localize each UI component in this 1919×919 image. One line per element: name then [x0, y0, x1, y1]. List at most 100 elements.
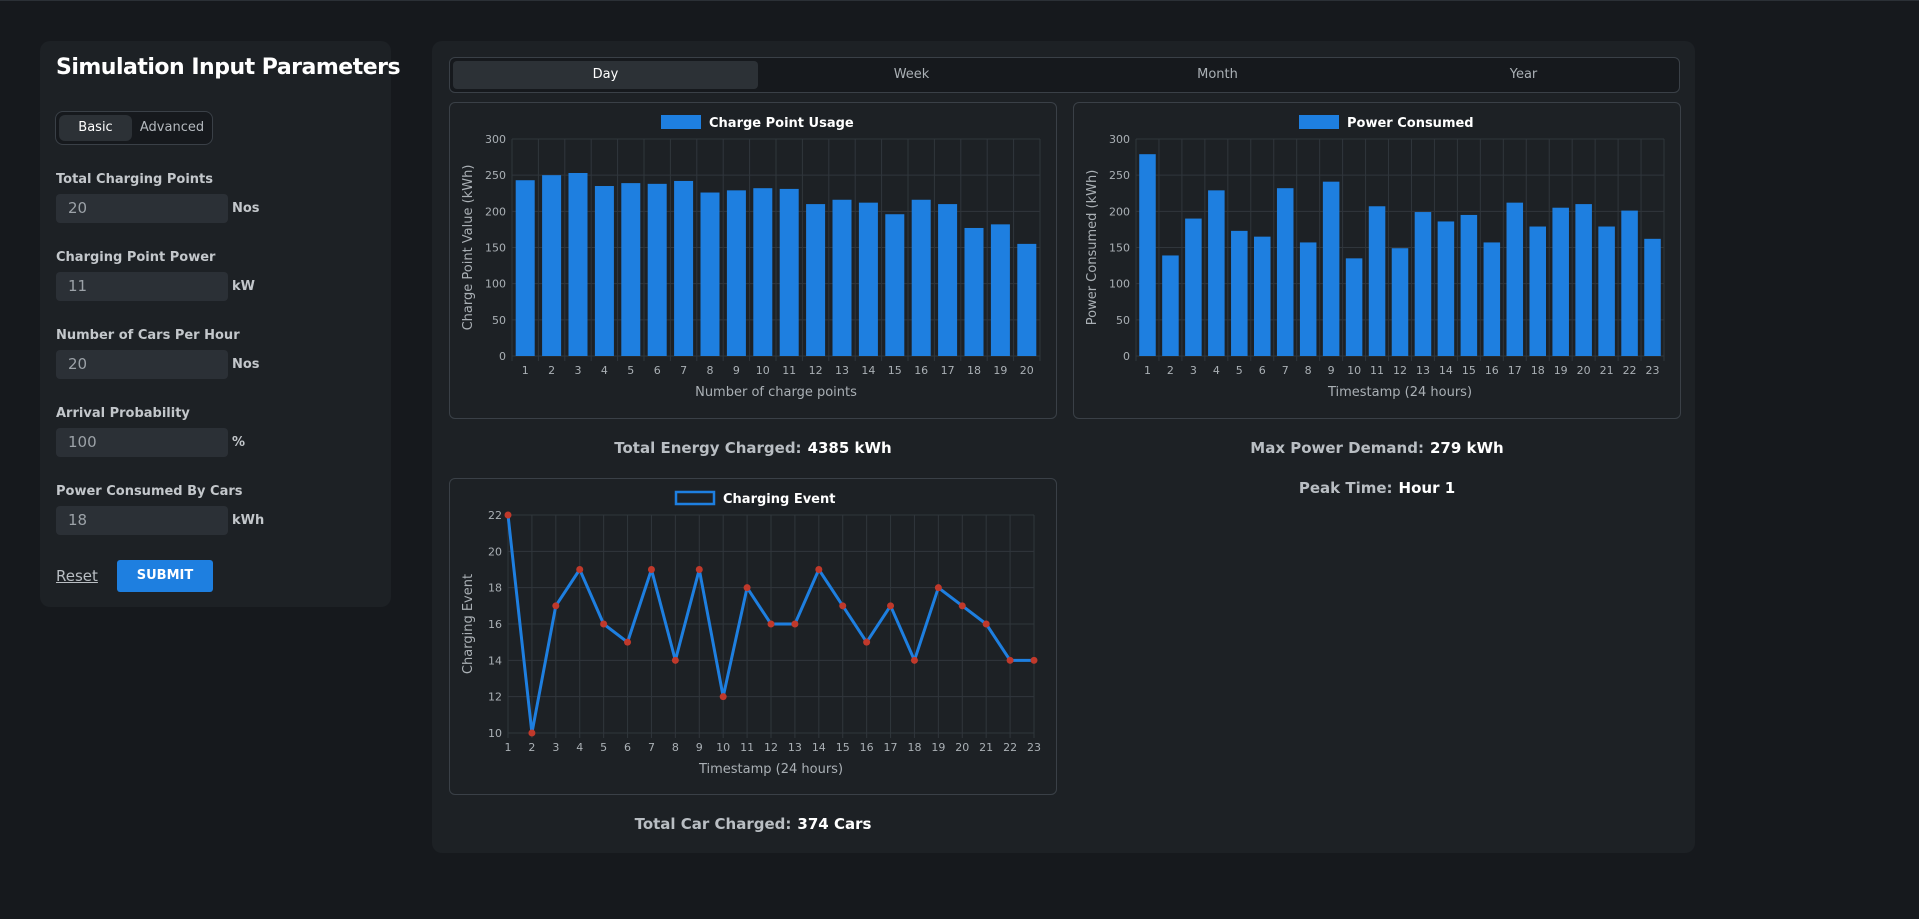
- data-point: [647, 566, 655, 573]
- x-tick-label: 21: [979, 741, 993, 754]
- x-tick-label: 9: [1328, 364, 1335, 377]
- data-point: [815, 566, 823, 573]
- data-point: [504, 511, 512, 519]
- tab-month[interactable]: Month: [1197, 67, 1238, 82]
- x-tick-label: 10: [1347, 364, 1361, 377]
- x-tick-label: 20: [1577, 364, 1591, 377]
- x-tick-label: 7: [680, 364, 687, 377]
- bar: [1506, 202, 1524, 356]
- y-tick-label: 22: [488, 509, 502, 522]
- peak-time-label: Peak Time:: [1298, 479, 1393, 497]
- charging-point-power-input[interactable]: 11: [56, 272, 228, 301]
- bar: [885, 214, 905, 356]
- power-consumed-by-cars-label: Power Consumed By Cars: [56, 484, 243, 499]
- x-tick-label: 9: [733, 364, 740, 377]
- x-tick-label: 13: [1416, 364, 1430, 377]
- y-tick-label: 250: [485, 169, 506, 182]
- y-axis-title: Charge Point Value (kWh): [461, 165, 476, 331]
- charge-point-usage-chart-card: 0 50 100 150 200 250 300 1 2 3 4 5 6 7 8 9 10 11 12 13 14 15 1…: [449, 102, 1057, 419]
- x-tick-label: 4: [576, 741, 583, 754]
- total-cars-value: 374 Cars: [797, 815, 872, 833]
- x-tick-label: 2: [1167, 364, 1174, 377]
- data-point: [671, 656, 679, 664]
- x-tick-label: 9: [696, 741, 703, 754]
- y-tick-label: 20: [488, 545, 502, 558]
- x-tick-label: 20: [1020, 364, 1034, 377]
- x-tick-label: 3: [1190, 364, 1197, 377]
- cars-per-hour-unit: Nos: [232, 357, 260, 372]
- bar: [726, 190, 746, 356]
- x-tick-label: 6: [624, 741, 631, 754]
- total-energy-value: 4385 kWh: [807, 439, 892, 457]
- data-point: [910, 656, 918, 664]
- x-tick-label: 4: [1213, 364, 1220, 377]
- legend-label: Power Consumed: [1347, 116, 1474, 131]
- y-tick-label: 14: [488, 654, 502, 667]
- basic-tab[interactable]: Basic: [59, 115, 132, 141]
- y-tick-label: 0: [1123, 350, 1130, 363]
- submit-button[interactable]: SUBMIT: [117, 560, 213, 592]
- x-tick-label: 10: [716, 741, 730, 754]
- total-charging-points-label: Total Charging Points: [56, 172, 213, 187]
- y-tick-label: 100: [1109, 278, 1130, 291]
- cars-per-hour-label: Number of Cars Per Hour: [56, 328, 240, 343]
- bar: [753, 188, 773, 356]
- data-point: [552, 602, 560, 610]
- arrival-probability-input[interactable]: 100: [56, 428, 228, 457]
- x-tick-label: 10: [756, 364, 770, 377]
- reset-link[interactable]: Reset: [56, 567, 98, 585]
- bar: [1529, 226, 1547, 356]
- bar: [1139, 154, 1156, 356]
- bar: [964, 227, 984, 356]
- bar: [1185, 218, 1202, 356]
- bar: [858, 202, 878, 356]
- x-tick-label: 14: [861, 364, 875, 377]
- bar: [990, 224, 1010, 356]
- bar: [806, 204, 826, 356]
- x-tick-label: 14: [812, 741, 826, 754]
- x-tick-label: 17: [941, 364, 955, 377]
- tab-day[interactable]: Day: [453, 61, 758, 89]
- y-axis-title: Power Consumed (kWh): [1085, 170, 1100, 326]
- data-point: [1030, 656, 1038, 664]
- total-energy-stat: Total Energy Charged: 4385 kWh: [449, 439, 1057, 457]
- bar: [647, 183, 667, 356]
- x-tick-label: 15: [888, 364, 902, 377]
- bar: [1621, 210, 1638, 356]
- x-tick-label: 18: [907, 741, 921, 754]
- legend-label: Charge Point Usage: [709, 116, 854, 131]
- max-power-label: Max Power Demand:: [1250, 439, 1424, 457]
- x-tick-label: 15: [1462, 364, 1476, 377]
- x-tick-label: 19: [931, 741, 945, 754]
- total-charging-points-input[interactable]: 20: [56, 194, 228, 223]
- peak-time-stat: Peak Time: Hour 1: [1073, 479, 1681, 497]
- x-tick-label: 6: [654, 364, 661, 377]
- bar: [1253, 236, 1271, 356]
- advanced-tab[interactable]: Advanced: [139, 120, 205, 135]
- y-tick-label: 100: [485, 278, 506, 291]
- data-point: [934, 584, 942, 592]
- x-tick-label: 16: [914, 364, 928, 377]
- bar: [1299, 242, 1317, 356]
- tab-week[interactable]: Week: [893, 67, 930, 82]
- y-tick-label: 200: [1109, 205, 1130, 218]
- power-consumed-by-cars-input[interactable]: 18: [56, 506, 228, 535]
- x-tick-label: 6: [1259, 364, 1266, 377]
- x-axis-title: Timestamp (24 hours): [698, 762, 843, 777]
- x-tick-label: 7: [648, 741, 655, 754]
- x-tick-label: 16: [860, 741, 874, 754]
- peak-time-value: Hour 1: [1398, 479, 1456, 497]
- power-consumed-chart-card: 0 50 100 150 200 250 300 1 2 3 4 5 6 7 8 9 10 11 12 13 14 15 1…: [1073, 102, 1681, 419]
- bar: [1276, 188, 1294, 356]
- bar: [1414, 212, 1432, 356]
- panel-title: Simulation Input Parameters: [56, 55, 401, 80]
- tab-year[interactable]: Year: [1509, 67, 1538, 82]
- bar: [779, 188, 799, 356]
- data-point: [576, 566, 584, 573]
- mode-toggle: Basic Advanced: [55, 111, 213, 145]
- bar: [1483, 242, 1501, 356]
- total-cars-label: Total Car Charged:: [634, 815, 792, 833]
- x-tick-label: 2: [548, 364, 555, 377]
- cars-per-hour-input[interactable]: 20: [56, 350, 228, 379]
